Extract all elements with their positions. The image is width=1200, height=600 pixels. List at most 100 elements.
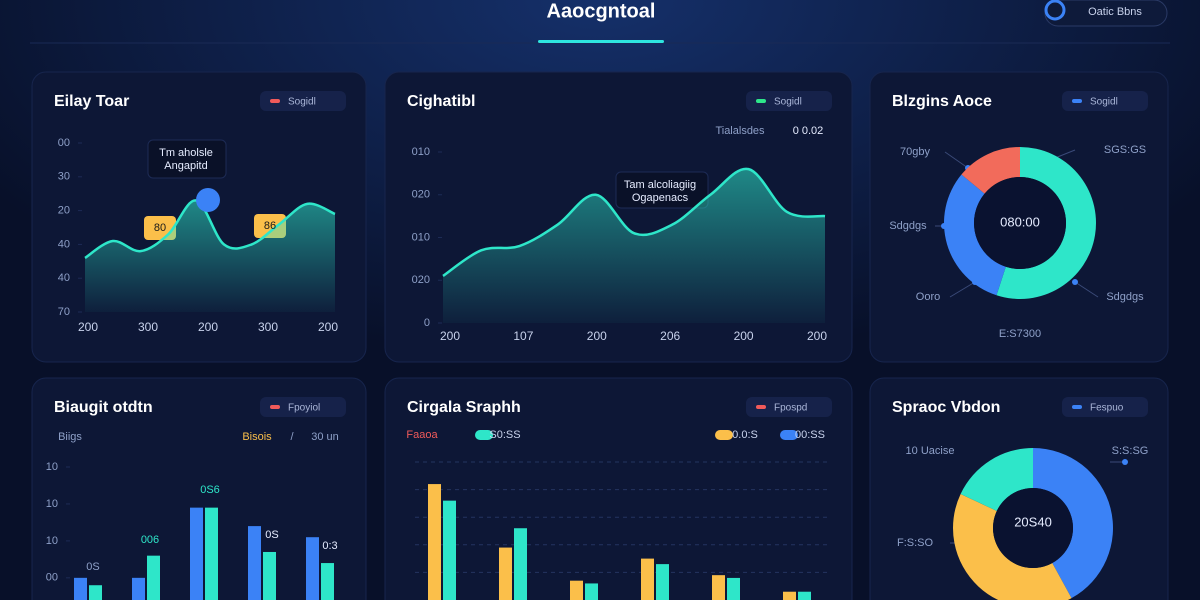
badge-label: Sogidl bbox=[774, 97, 802, 108]
area-fill bbox=[85, 200, 335, 312]
bar bbox=[570, 580, 583, 600]
page-title: Aaocgntoal bbox=[547, 0, 656, 22]
annotation: Tam alcoliagiig bbox=[624, 179, 696, 191]
x-tick-label: 300 bbox=[258, 320, 278, 334]
bar bbox=[190, 507, 203, 600]
bar bbox=[798, 591, 811, 600]
leader-dot bbox=[1122, 459, 1128, 465]
button-icon bbox=[1044, 0, 1066, 21]
leader-line bbox=[1074, 281, 1099, 298]
bar bbox=[321, 563, 334, 600]
panel-title: Spraoc Vbdon bbox=[892, 399, 1000, 416]
panel-title: Blzgins Aoce bbox=[892, 93, 992, 110]
bar bbox=[641, 558, 654, 600]
badge bbox=[260, 91, 346, 111]
panel-title: Biaugit otdtn bbox=[54, 399, 153, 416]
legend-label: S0:SS bbox=[489, 429, 520, 441]
badge bbox=[1062, 91, 1148, 111]
button-label: Oatic Bbns bbox=[1088, 6, 1142, 18]
annotation: E:S7300 bbox=[999, 328, 1041, 340]
x-tick-label: 107 bbox=[513, 329, 533, 343]
donut-segment bbox=[944, 174, 1006, 296]
area-line bbox=[84, 199, 336, 259]
annotation: Ooro bbox=[916, 291, 940, 303]
badge-icon bbox=[756, 99, 766, 103]
donut-hole bbox=[974, 177, 1066, 269]
annotation: Tm aholsle bbox=[159, 147, 213, 159]
leader-line bbox=[949, 281, 976, 298]
badge-icon bbox=[270, 405, 280, 409]
annotation: SGS:GS bbox=[1104, 144, 1146, 156]
badge-label: Sogidl bbox=[1090, 97, 1118, 108]
x-tick-label: 300 bbox=[138, 320, 158, 334]
x-tick-label: 200 bbox=[198, 320, 218, 334]
x-tick-label: 200 bbox=[318, 320, 338, 334]
y-tick-label: 10 bbox=[46, 535, 58, 547]
bar bbox=[783, 591, 796, 600]
annotation: 70gby bbox=[900, 146, 930, 158]
annotation: 20S40 bbox=[1014, 514, 1052, 529]
legend-label: 00:SS bbox=[795, 429, 825, 441]
y-tick-label: 70 bbox=[58, 306, 70, 318]
x-tick-label: 200 bbox=[807, 329, 827, 343]
y-tick-label: 10 bbox=[46, 461, 58, 473]
annotation: Sdgdgs bbox=[1106, 291, 1144, 303]
x-tick-label: 200 bbox=[440, 329, 460, 343]
legend-swatch bbox=[780, 430, 798, 440]
legend-swatch bbox=[715, 430, 733, 440]
annotation: 0:3 bbox=[322, 540, 337, 552]
annotation: S:S:SG bbox=[1112, 445, 1149, 457]
donut-segment bbox=[960, 448, 1033, 511]
annotation: Angapitd bbox=[164, 160, 207, 172]
leader-dot bbox=[1072, 279, 1078, 285]
annotation: Bisois bbox=[242, 431, 272, 443]
legend-label: Faaoa bbox=[406, 429, 438, 441]
badge-label: Fpospd bbox=[774, 403, 807, 414]
y-tick-label: 00 bbox=[46, 572, 58, 584]
tooltip bbox=[615, 171, 709, 209]
bar bbox=[428, 484, 441, 600]
panel-title: Cighatibl bbox=[407, 93, 475, 110]
title-underline bbox=[538, 40, 664, 43]
badge bbox=[746, 91, 832, 111]
annotation: 80 bbox=[154, 222, 166, 234]
annotation: 86 bbox=[264, 220, 276, 232]
bar bbox=[499, 547, 512, 600]
badge-label: Fpoyiol bbox=[288, 403, 320, 414]
annotation: F:S:SO bbox=[897, 537, 934, 549]
badge bbox=[1062, 397, 1148, 417]
x-tick-label: 200 bbox=[78, 320, 98, 334]
badge-icon bbox=[1072, 99, 1082, 103]
donut-segment bbox=[996, 147, 1096, 299]
y-tick-label: 30 bbox=[58, 171, 70, 183]
badge-icon bbox=[756, 405, 766, 409]
panel-title: Eilay Toar bbox=[54, 93, 129, 110]
annotation: 0 0.02 bbox=[793, 125, 824, 137]
bar bbox=[443, 500, 456, 600]
bar bbox=[74, 577, 87, 600]
badge bbox=[746, 397, 832, 417]
bar bbox=[712, 575, 725, 600]
annotation: 10 Uacise bbox=[906, 445, 955, 457]
leader-line bbox=[944, 151, 969, 169]
annotation: Ogapenacs bbox=[632, 192, 689, 204]
y-tick-label: 0 bbox=[424, 317, 430, 329]
bar bbox=[656, 564, 669, 600]
badge-label: Sogidl bbox=[288, 97, 316, 108]
badge-icon bbox=[1072, 405, 1082, 409]
bar bbox=[263, 551, 276, 600]
panel bbox=[31, 377, 367, 600]
donut-segment bbox=[953, 493, 1072, 600]
bar bbox=[147, 555, 160, 600]
annotation: 0S bbox=[265, 529, 278, 541]
highlight-point bbox=[196, 188, 220, 212]
area-line bbox=[442, 167, 826, 278]
bar bbox=[205, 507, 218, 600]
y-tick-label: 40 bbox=[58, 238, 70, 250]
annotation: 006 bbox=[141, 534, 159, 546]
annotation: 0S6 bbox=[200, 484, 220, 496]
x-tick-label: 200 bbox=[587, 329, 607, 343]
area-fill bbox=[443, 168, 825, 323]
